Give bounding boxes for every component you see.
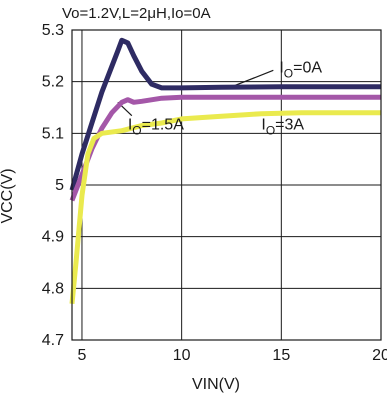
plot-frame (71, 29, 382, 341)
annotation-label: IO=3A (261, 117, 304, 138)
y-tick-label: 5.2 (42, 74, 64, 91)
annotation-leaders (117, 69, 274, 117)
y-tick-label: 4.8 (42, 280, 64, 297)
series-group (69, 37, 381, 305)
annotation-label: IO=0A (279, 59, 322, 80)
annotations: IO=0A IO=1.5A IO=3A (128, 59, 323, 137)
y-tick-label: 4.9 (42, 229, 64, 246)
x-tick-label: 15 (272, 347, 290, 364)
y-tick-label: 4.7 (42, 332, 64, 349)
x-tick-label: 10 (173, 347, 191, 364)
x-axis-label: VIN(V) (192, 376, 240, 393)
y-tick-label: 5 (55, 177, 64, 194)
series-line-3 (69, 110, 381, 305)
x-tick-label: 20 (372, 347, 387, 364)
x-tick-label: 5 (78, 347, 87, 364)
y-tick-label: 5.3 (42, 22, 64, 39)
annotation-label: IO=1.5A (128, 117, 184, 138)
annotation-leader (231, 69, 274, 88)
series-line-1 (69, 37, 381, 191)
y-axis-label: VCC(V) (0, 168, 16, 223)
chart-title: Vo=1.2V,L=2μH,Io=0A (62, 5, 211, 22)
y-tick-label: 5.1 (42, 125, 64, 142)
x-tick-labels: 5 10 15 20 (78, 347, 387, 364)
y-tick-labels: 4.7 4.8 4.9 5 5.1 5.2 5.3 (42, 22, 64, 349)
grid (72, 29, 382, 341)
